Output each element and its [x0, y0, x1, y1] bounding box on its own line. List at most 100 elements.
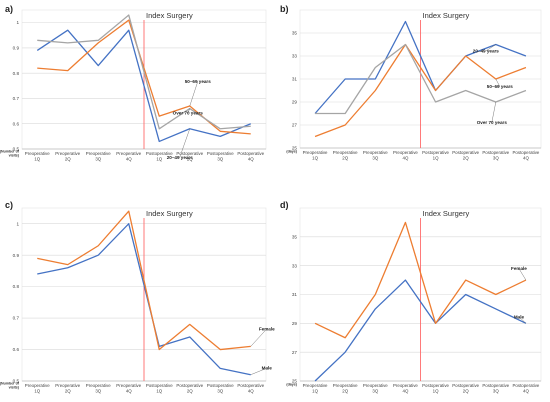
x-tick-label: 1Q	[433, 156, 439, 161]
x-tick-label: Postoperative	[176, 383, 203, 388]
panel-label: b)	[280, 4, 289, 14]
y-tick-label: 35	[292, 234, 298, 239]
x-tick-label: Postoperative	[207, 151, 234, 156]
y-tick-label: 0.9	[13, 46, 20, 51]
x-tick-label: 3Q	[95, 389, 101, 394]
x-tick-label: Preoperative	[25, 151, 50, 156]
series-line-1	[37, 210, 251, 351]
axis-unit-label: visits)	[9, 154, 20, 158]
x-tick-label: Postoperative	[237, 383, 264, 388]
x-tick-label: 2Q	[463, 389, 469, 394]
x-tick-label: Postoperative	[176, 151, 203, 156]
x-tick-label: 2Q	[65, 157, 71, 162]
axis-unit-label: (days)	[286, 383, 297, 387]
series-line-0	[36, 29, 251, 143]
x-tick-label: Preoperative	[363, 150, 388, 155]
annotation-leader	[187, 108, 190, 114]
x-tick-label: 3Q	[372, 156, 378, 161]
x-tick-label: 3Q	[493, 156, 499, 161]
x-tick-label: Postoperative	[452, 150, 479, 155]
x-tick-label: 4Q	[523, 389, 529, 394]
y-tick-label: 0.8	[13, 71, 20, 76]
series-annotation: Female	[259, 326, 275, 331]
y-tick-label: 27	[292, 350, 298, 355]
x-tick-label: Postoperative	[513, 150, 540, 155]
x-tick-label: Postoperative	[513, 383, 540, 388]
y-tick-label: 31	[292, 77, 298, 82]
axis-unit-label: (days)	[286, 150, 297, 154]
x-tick-label: Postoperative	[207, 383, 234, 388]
x-tick-label: 4Q	[248, 389, 254, 394]
x-tick-label: Preoperative	[393, 150, 418, 155]
y-tick-label: 33	[292, 54, 298, 59]
y-tick-label: 0.9	[13, 253, 20, 258]
series-line-0	[314, 279, 527, 382]
x-tick-label: 3Q	[372, 389, 378, 394]
x-tick-label: 1Q	[34, 157, 40, 162]
axis-unit-label: (Number of	[0, 150, 20, 154]
axis-unit-label: (Number of	[0, 382, 20, 386]
annotation-leader	[189, 81, 198, 107]
series-annotation: Male	[262, 366, 273, 371]
x-tick-label: 2Q	[342, 156, 348, 161]
y-tick-label: 29	[292, 100, 298, 105]
series-annotation: Over 70 years	[477, 120, 508, 125]
x-tick-label: Postoperative	[422, 150, 449, 155]
series-annotation: Male	[514, 314, 525, 319]
x-tick-label: 2Q	[463, 156, 469, 161]
x-tick-label: 2Q	[65, 389, 71, 394]
y-tick-label: 33	[292, 263, 298, 268]
y-tick-label: 35	[292, 31, 298, 36]
y-tick-label: 25	[292, 379, 298, 384]
annotation-leader	[495, 78, 500, 87]
y-tick-label: 0.6	[13, 121, 20, 126]
x-tick-label: Preoperative	[333, 383, 358, 388]
x-tick-label: Preoperative	[333, 150, 358, 155]
y-tick-label: 0.7	[13, 316, 20, 321]
x-tick-label: 4Q	[403, 156, 409, 161]
x-tick-label: 3Q	[217, 157, 223, 162]
x-tick-label: Preoperative	[393, 383, 418, 388]
y-tick-label: 0.7	[13, 96, 20, 101]
x-tick-label: 1Q	[34, 389, 40, 394]
annotation-leader	[518, 268, 527, 281]
x-tick-label: Preoperative	[55, 383, 80, 388]
series-annotation: Over 70 years	[173, 111, 204, 116]
x-tick-label: Postoperative	[422, 383, 449, 388]
x-tick-label: Postoperative	[482, 150, 509, 155]
x-tick-label: Postoperative	[237, 151, 264, 156]
y-tick-label: 31	[292, 292, 298, 297]
index-surgery-label: Index Surgery	[146, 209, 193, 218]
panel-label: c)	[5, 200, 13, 210]
series-line-2	[315, 43, 527, 115]
x-tick-label: Preoperative	[25, 383, 50, 388]
axis-unit-label: visits)	[9, 386, 20, 390]
annotation-leader	[485, 44, 496, 52]
x-tick-label: 3Q	[95, 157, 101, 162]
annotation-leader	[518, 316, 527, 324]
x-tick-label: 1Q	[156, 157, 162, 162]
index-surgery-label: Index Surgery	[423, 11, 470, 20]
annotation-leader	[179, 128, 190, 158]
index-surgery-label: Index Surgery	[423, 209, 470, 218]
y-tick-label: 27	[292, 123, 298, 128]
series-annotation: Female	[511, 266, 527, 271]
x-tick-label: Preoperative	[303, 150, 328, 155]
panel-label: d)	[280, 200, 289, 210]
series-annotation: 50–69 years	[185, 79, 212, 84]
annotation-leader	[250, 328, 267, 347]
x-tick-label: Preoperative	[116, 383, 141, 388]
x-tick-label: Preoperative	[363, 383, 388, 388]
index-surgery-label: Index Surgery	[146, 11, 193, 20]
x-tick-label: Postoperative	[482, 383, 509, 388]
x-tick-label: Preoperative	[86, 383, 111, 388]
x-tick-label: Preoperative	[86, 151, 111, 156]
y-tick-label: 1	[16, 20, 19, 25]
series-line-1	[314, 221, 527, 339]
x-tick-label: 2Q	[187, 157, 193, 162]
y-tick-label: 1	[16, 221, 19, 226]
x-tick-label: 1Q	[312, 389, 318, 394]
y-tick-label: 0.5	[13, 379, 20, 384]
series-line-0	[314, 20, 527, 114]
